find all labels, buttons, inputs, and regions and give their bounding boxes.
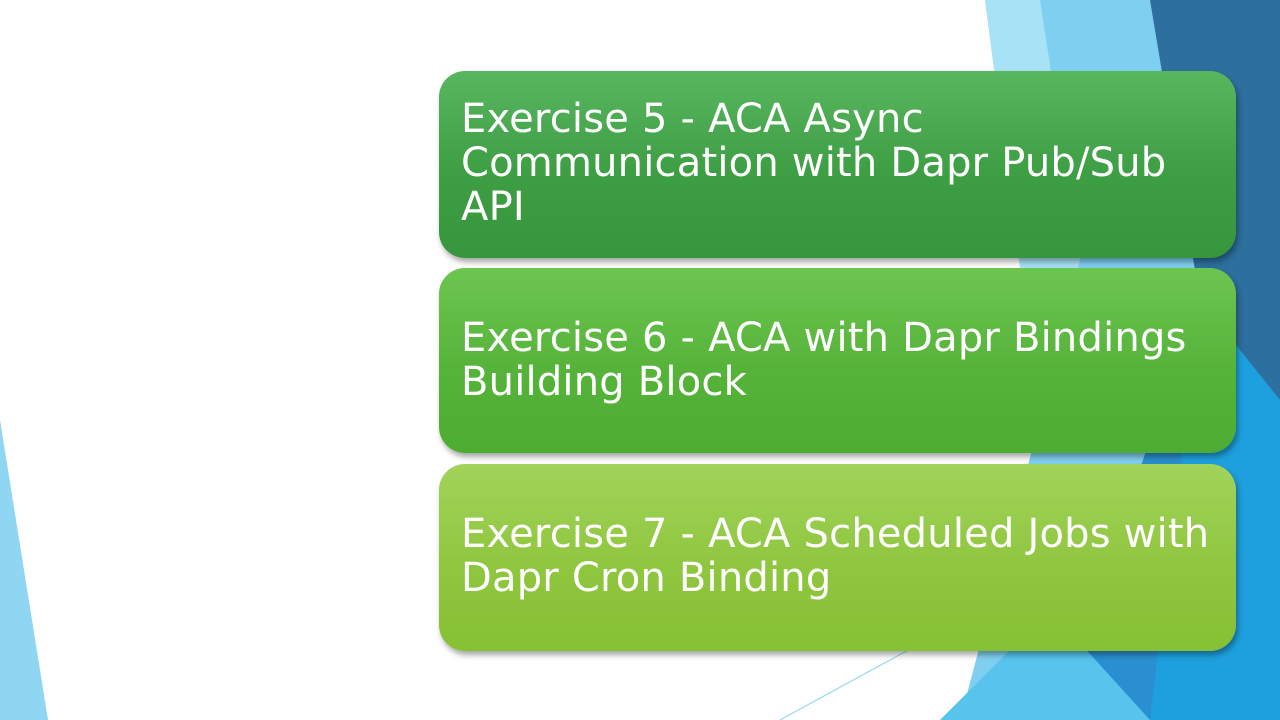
exercise-card-7-label: Exercise 7 - ACA Scheduled Jobs with Dap… [461,511,1210,601]
exercise-card-6: Exercise 6 - ACA with Dapr Bindings Buil… [439,268,1236,453]
exercise-card-5: Exercise 5 - ACA Async Communication wit… [439,71,1236,258]
left-accent-shape [0,420,48,720]
exercise-card-6-label: Exercise 6 - ACA with Dapr Bindings Buil… [461,315,1187,405]
bottom-light-facet [940,610,1150,720]
exercise-card-5-label: Exercise 5 - ACA Async Communication wit… [461,96,1167,230]
exercise-card-7: Exercise 7 - ACA Scheduled Jobs with Dap… [439,464,1236,651]
